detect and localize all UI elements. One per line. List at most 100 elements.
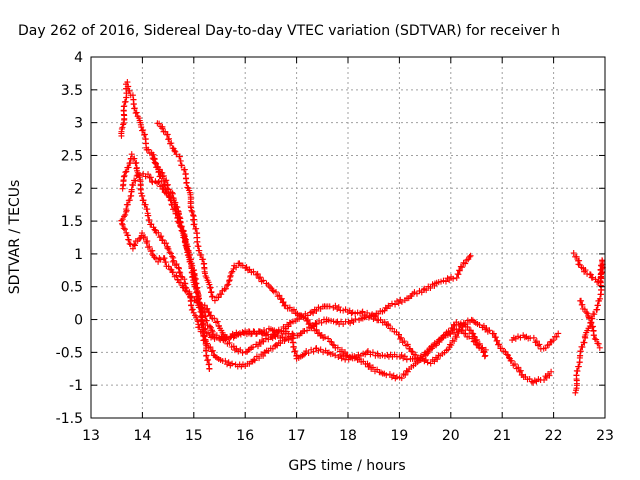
data-point [462, 260, 469, 267]
data-point [422, 352, 429, 359]
data-point [231, 333, 238, 340]
data-point [143, 239, 150, 246]
data-point [546, 341, 553, 348]
data-point [584, 310, 591, 317]
data-point [260, 277, 267, 284]
data-track [119, 151, 555, 386]
x-axis-label: GPS time / hours [288, 458, 405, 474]
y-tick-label: 2 [74, 181, 83, 197]
data-point [126, 87, 133, 94]
data-point [162, 177, 169, 184]
data-point [582, 334, 589, 341]
data-point [204, 340, 211, 347]
data-point [434, 356, 441, 363]
y-axis-label: SDTVAR / TECUs [7, 180, 23, 295]
data-point [155, 178, 162, 185]
data-point [494, 337, 501, 344]
x-tick-label: 15 [185, 428, 203, 444]
data-point [364, 347, 371, 354]
data-point [588, 319, 595, 326]
data-point [167, 250, 174, 257]
data-point [193, 314, 200, 321]
data-point [214, 318, 221, 325]
data-point [188, 302, 195, 309]
data-point [335, 304, 342, 311]
data-point [180, 227, 187, 234]
data-point [133, 159, 140, 166]
data-point [160, 172, 167, 179]
data-point [226, 278, 233, 285]
data-point [188, 207, 195, 214]
data-point [338, 346, 345, 353]
data-point [189, 306, 196, 313]
data-point [481, 353, 488, 360]
data-point [177, 269, 184, 276]
data-point [203, 317, 210, 324]
data-point [482, 352, 489, 359]
data-point [130, 182, 137, 189]
data-point [496, 341, 503, 348]
data-point [455, 328, 462, 335]
data-point [395, 300, 402, 307]
data-point [256, 355, 263, 362]
data-point [304, 327, 311, 334]
data-point [437, 335, 444, 342]
y-tick-label: 1 [74, 247, 83, 263]
data-point [305, 321, 312, 328]
data-point [455, 271, 462, 278]
data-point [398, 352, 405, 359]
data-point [131, 155, 138, 162]
data-point [156, 166, 163, 173]
data-point [250, 268, 257, 275]
data-point [208, 312, 215, 319]
data-point [290, 306, 297, 313]
y-tick-label: 0.5 [61, 280, 83, 296]
data-point [310, 310, 317, 317]
data-point [364, 309, 371, 316]
data-point [202, 270, 208, 277]
data-point [119, 124, 126, 131]
data-point [199, 320, 206, 327]
data-point [427, 360, 434, 367]
data-point [166, 135, 173, 142]
data-point [206, 285, 213, 292]
data-point [159, 236, 166, 243]
data-point [470, 330, 477, 337]
data-point [396, 335, 403, 342]
data-point [596, 344, 603, 351]
data-point [139, 230, 146, 237]
data-point [152, 255, 159, 262]
data-point [140, 197, 147, 204]
data-point [119, 221, 126, 228]
data-point [459, 264, 466, 271]
data-point [166, 249, 173, 256]
data-point [312, 319, 319, 326]
data-point [163, 240, 170, 247]
data-point [163, 177, 170, 184]
data-point [503, 351, 510, 358]
data-point [140, 127, 147, 134]
data-point [170, 269, 177, 276]
x-tick-label: 22 [545, 428, 563, 444]
data-point [193, 288, 200, 295]
data-point [227, 272, 234, 279]
x-tick-label: 23 [596, 428, 614, 444]
data-point [156, 234, 163, 241]
data-point [171, 147, 178, 154]
data-point [590, 332, 597, 339]
data-point [451, 329, 458, 336]
data-point [161, 255, 168, 262]
data-point [250, 344, 257, 351]
data-point [404, 368, 411, 375]
data-point [464, 323, 471, 330]
y-tick-label: 4 [74, 50, 83, 66]
data-point [275, 328, 282, 335]
data-point [593, 336, 600, 343]
data-point [201, 302, 208, 309]
data-point [169, 189, 176, 196]
data-point [229, 360, 236, 367]
data-point [486, 327, 493, 334]
data-point [121, 172, 128, 179]
data-point [573, 253, 580, 260]
data-point [492, 334, 499, 341]
